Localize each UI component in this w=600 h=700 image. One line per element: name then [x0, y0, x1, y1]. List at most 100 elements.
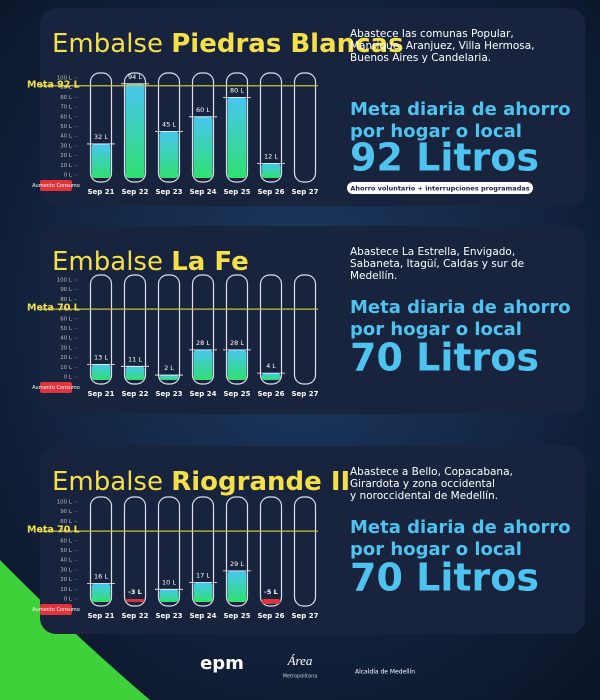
y-tick-label: 80 L	[60, 297, 73, 303]
value-label: 32 L	[94, 133, 108, 141]
logo-sub: Metropolitana	[283, 674, 318, 680]
x-tick-label: Sep 24	[190, 390, 217, 398]
logo: Alcaldía de Medellín	[355, 669, 415, 676]
tube	[123, 496, 147, 607]
x-tick-label: Sep 21	[88, 188, 115, 196]
value-label: 28 L	[196, 339, 210, 347]
x-tick-label: Sep 24	[190, 612, 217, 620]
x-tick-label: Sep 21	[88, 612, 115, 620]
tube	[225, 496, 249, 607]
x-tick-label: Sep 26	[258, 188, 285, 196]
y-tick-label: 30 L	[60, 345, 73, 351]
negative-badge	[40, 382, 72, 393]
footer: epm Área Metropolitana Alcaldía de Medel…	[200, 653, 415, 680]
y-tick-label: 40 L	[60, 134, 73, 140]
description: Abastece La Estrella, Envigado,	[350, 246, 515, 258]
x-tick-label: Sep 27	[292, 390, 319, 398]
y-tick-label: 60 L	[60, 114, 73, 120]
badge-bg	[347, 182, 533, 194]
x-tick-label: Sep 25	[224, 390, 251, 398]
y-tick-label: 10 L	[60, 365, 73, 371]
bar	[159, 131, 179, 178]
y-tick-label: 10 L	[60, 163, 73, 169]
description: Girardota y zona occidental	[350, 478, 495, 490]
y-tick-label: 20 L	[60, 153, 73, 159]
value-label: 80 L	[230, 86, 244, 94]
panel-title: Embalse Piedras Blancas	[52, 29, 404, 59]
meta-label: Meta 70 L	[27, 525, 80, 536]
x-tick-label: Sep 23	[156, 390, 183, 398]
description: Sabaneta, Itagüí, Caldas y sur de	[350, 258, 524, 270]
title-bold: Piedras Blancas	[171, 29, 403, 59]
bar	[125, 83, 145, 178]
value-label: 10 L	[162, 578, 176, 586]
y-tick-label: 100 L	[57, 76, 73, 82]
x-tick-label: Sep 21	[88, 390, 115, 398]
y-tick-label: 40 L	[60, 336, 73, 342]
goal-big: 92 Litros	[350, 136, 539, 180]
meta-label: Meta 92 L	[27, 79, 80, 90]
y-tick-label: 50 L	[60, 124, 73, 130]
bar	[261, 599, 281, 604]
goal-text: por hogar o local	[350, 539, 522, 560]
tube	[89, 496, 113, 607]
bar	[227, 97, 247, 178]
y-tick-label: 60 L	[60, 538, 73, 544]
y-tick-label: 10 L	[60, 587, 73, 593]
negative-label: Aumento Consumo	[32, 385, 80, 391]
bar	[91, 583, 111, 602]
value-label: 12 L	[264, 152, 278, 160]
logo: Área	[287, 653, 313, 668]
goal-big: 70 Litros	[350, 556, 539, 600]
tube	[157, 274, 181, 385]
description: Abastece a Bello, Copacabana,	[350, 466, 513, 478]
x-tick-label: Sep 24	[190, 188, 217, 196]
goal-text: Meta diaria de ahorro	[350, 99, 571, 120]
value-label: 4 L	[266, 362, 276, 370]
y-tick-label: 0 L	[64, 597, 73, 603]
y-tick-label: 30 L	[60, 567, 73, 573]
x-tick-label: Sep 26	[258, 390, 285, 398]
y-tick-label: 80 L	[60, 95, 73, 101]
x-tick-label: Sep 27	[292, 612, 319, 620]
panel	[40, 226, 585, 414]
logo: epm	[200, 653, 244, 674]
title-bold: La Fe	[171, 247, 249, 277]
y-tick-label: 20 L	[60, 577, 73, 583]
goal-text: por hogar o local	[350, 121, 522, 142]
y-tick-label: 30 L	[60, 143, 73, 149]
value-label: 13 L	[94, 353, 108, 361]
y-tick-label: 80 L	[60, 519, 73, 525]
tube	[293, 274, 317, 385]
x-tick-label: Sep 23	[156, 612, 183, 620]
x-tick-label: Sep 22	[122, 390, 149, 398]
y-tick-label: 100 L	[57, 278, 73, 284]
y-tick-label: 60 L	[60, 316, 73, 322]
y-tick-label: 50 L	[60, 326, 73, 332]
bar	[159, 375, 179, 380]
bar	[125, 599, 145, 602]
panel	[40, 446, 585, 634]
x-tick-label: Sep 27	[292, 188, 319, 196]
tube	[191, 496, 215, 607]
description: Buenos Aires y Candelaria.	[350, 52, 491, 64]
bar	[261, 163, 281, 178]
y-tick-label: 0 L	[64, 173, 73, 179]
bar	[91, 143, 111, 178]
y-tick-label: 40 L	[60, 558, 73, 564]
negative-label: Aumento Consumo	[32, 607, 80, 613]
tube	[89, 72, 113, 183]
bar	[193, 582, 213, 602]
title-text: Embalse	[52, 247, 171, 277]
goal-text: por hogar o local	[350, 319, 522, 340]
tube	[123, 274, 147, 385]
tube	[259, 274, 283, 385]
bar	[159, 589, 179, 602]
value-label: 94 L	[128, 73, 142, 81]
value-label: 60 L	[196, 106, 210, 114]
badge: Ahorro voluntario + interrupciones progr…	[350, 185, 529, 193]
description: y noroccidental de Medellín.	[350, 490, 498, 502]
negative-label: Aumento Consumo	[32, 183, 80, 189]
tube	[293, 72, 317, 183]
bar	[227, 349, 247, 380]
